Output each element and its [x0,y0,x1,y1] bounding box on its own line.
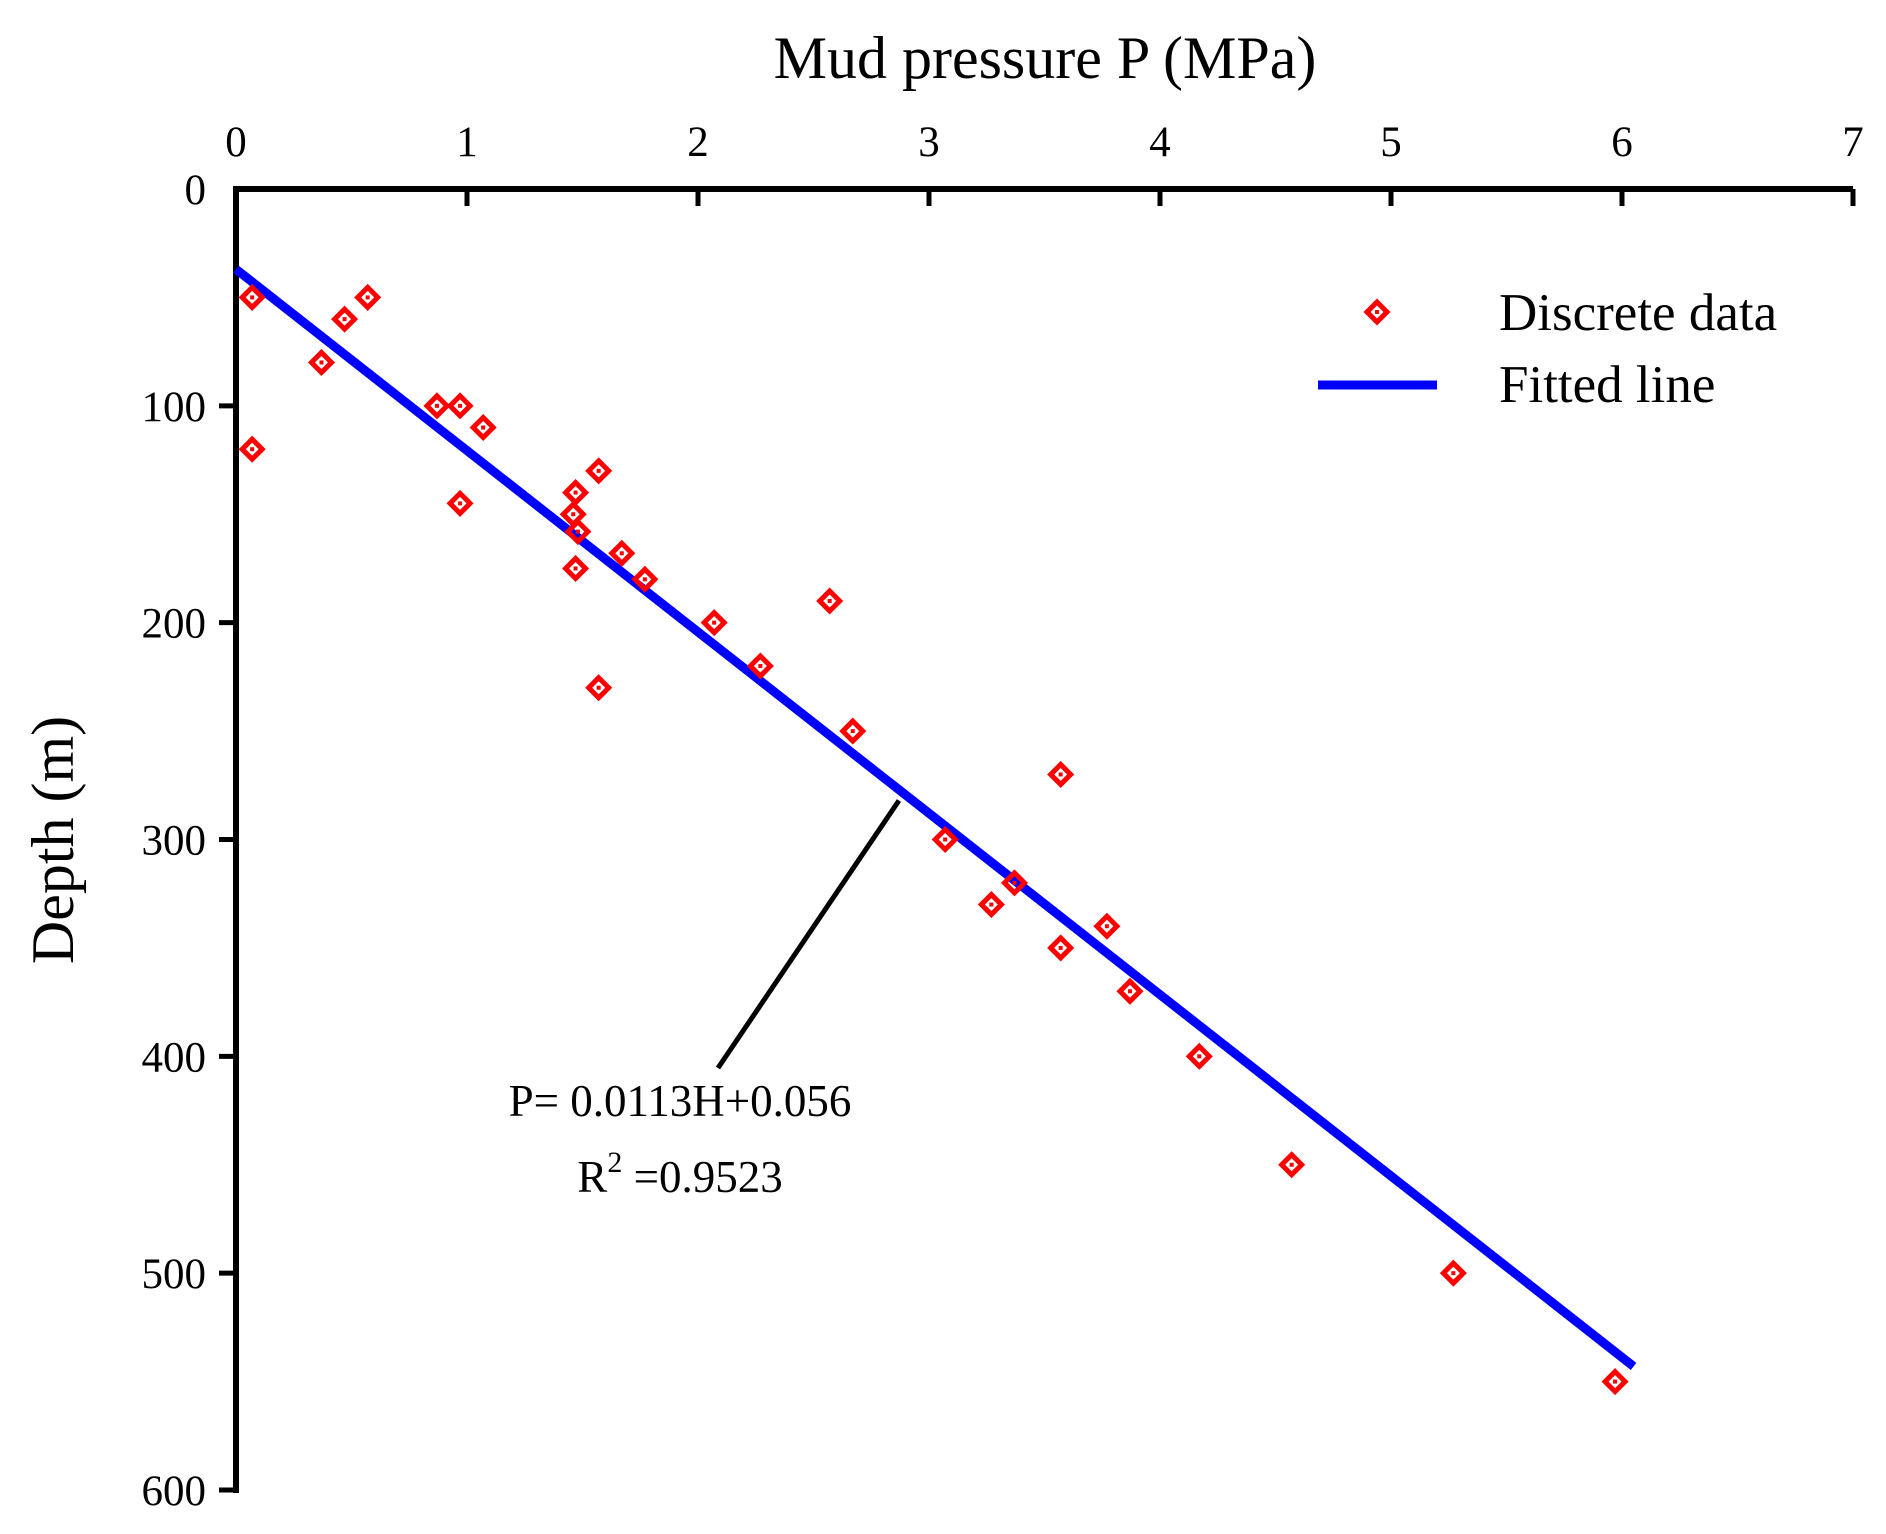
data-point [608,539,636,567]
x-tick-label: 4 [1149,119,1171,166]
legend: Discrete data Fitted line [1318,284,1777,414]
y-tick-label: 600 [142,1468,207,1515]
legend-label-discrete: Discrete data [1499,284,1777,342]
data-point [585,457,613,485]
data-point [585,674,613,702]
data-point [446,489,474,517]
data-point [631,565,659,593]
x-tick-label: 1 [456,119,478,166]
r2-superscript: 2 [607,1146,622,1179]
y-tick-label: 0 [185,167,207,214]
data-point [1000,869,1029,897]
data-point [562,479,590,507]
data-point [562,554,590,582]
data-point [700,609,728,637]
data-point [839,717,867,745]
data-point [816,587,844,615]
y-tick-label: 500 [142,1251,207,1298]
r2-value: =0.9523 [622,1152,782,1202]
data-point [1278,1151,1306,1179]
data-point [307,348,336,377]
equation-label: P= 0.0113H+0.056 [509,1076,852,1126]
y-tick-label: 400 [142,1034,207,1081]
legend-diamond-marker [1363,298,1391,326]
x-axis-title: Mud pressure P (MPa) [774,25,1317,91]
x-tick-label: 6 [1611,119,1633,166]
x-tick-label: 0 [225,119,247,166]
data-point [1185,1042,1213,1070]
data-point [331,305,359,333]
data-point [238,283,266,311]
x-tick-label: 7 [1842,119,1864,166]
data-point [977,891,1005,919]
data-point [1047,760,1075,788]
data-point [1093,912,1121,940]
y-ticks: 0 100 200 300 400 500 600 [142,167,236,1515]
data-point [469,413,497,442]
x-tick-label: 5 [1380,119,1402,166]
data-point [354,283,382,311]
x-ticks: 0 1 2 3 4 5 6 7 [225,119,1864,206]
data-point [238,435,266,463]
legend-marker-discrete [1363,298,1391,326]
data-point [1116,977,1144,1005]
data-point [1601,1368,1629,1396]
data-point [746,652,774,680]
r2-prefix: R [577,1152,607,1202]
data-point [446,392,474,420]
data-point [1439,1259,1467,1287]
annotation-pointer [715,799,902,1070]
y-tick-label: 100 [142,384,207,431]
data-point [1047,934,1075,962]
y-tick-label: 300 [142,818,207,865]
r-squared-label: R2 =0.9523 [577,1146,782,1202]
data-points [238,283,1629,1396]
data-point [564,518,592,546]
y-axis-title: Depth (m) [20,716,86,964]
legend-label-fitted: Fitted line [1499,356,1715,414]
data-point [931,825,959,854]
data-point [423,392,451,420]
x-tick-label: 3 [918,119,940,166]
y-tick-label: 200 [142,601,207,648]
x-tick-label: 2 [687,119,709,166]
fitted-line [233,265,1637,1370]
